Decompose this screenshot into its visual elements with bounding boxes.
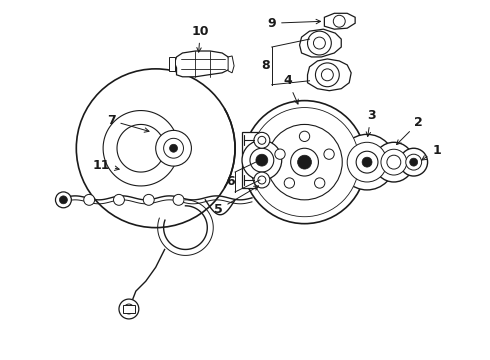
Circle shape — [258, 136, 266, 144]
Circle shape — [314, 37, 325, 49]
Circle shape — [258, 176, 266, 184]
Circle shape — [173, 194, 184, 205]
Text: 9: 9 — [268, 17, 320, 30]
Circle shape — [243, 100, 366, 224]
Text: 3: 3 — [366, 109, 375, 136]
Circle shape — [324, 149, 334, 159]
Circle shape — [381, 149, 407, 175]
Text: 11: 11 — [93, 159, 119, 172]
Circle shape — [284, 178, 294, 188]
Circle shape — [242, 140, 282, 180]
Circle shape — [374, 142, 414, 182]
Circle shape — [254, 132, 270, 148]
Text: 8: 8 — [262, 59, 270, 72]
Text: 6: 6 — [226, 175, 235, 189]
Circle shape — [299, 131, 310, 141]
Text: 7: 7 — [107, 114, 149, 132]
Polygon shape — [324, 13, 355, 29]
Polygon shape — [228, 56, 234, 73]
Circle shape — [321, 69, 333, 81]
Circle shape — [362, 157, 372, 167]
Circle shape — [400, 148, 428, 176]
Polygon shape — [299, 29, 341, 57]
Circle shape — [55, 192, 72, 208]
Circle shape — [275, 149, 285, 159]
Text: 4: 4 — [283, 74, 298, 104]
Circle shape — [170, 144, 177, 152]
Circle shape — [254, 172, 270, 188]
Polygon shape — [123, 305, 135, 313]
Circle shape — [406, 154, 421, 170]
Circle shape — [333, 15, 345, 27]
Circle shape — [114, 194, 124, 205]
Circle shape — [164, 138, 183, 158]
Circle shape — [76, 69, 235, 228]
Text: 10: 10 — [192, 24, 209, 52]
Polygon shape — [169, 57, 174, 71]
Text: 1: 1 — [422, 144, 441, 160]
Circle shape — [156, 130, 192, 166]
Circle shape — [347, 142, 387, 182]
Circle shape — [297, 155, 312, 169]
Circle shape — [84, 194, 95, 205]
Polygon shape — [174, 51, 230, 77]
Polygon shape — [308, 59, 351, 91]
Circle shape — [291, 148, 318, 176]
Circle shape — [250, 108, 359, 217]
Circle shape — [143, 194, 154, 205]
Circle shape — [316, 63, 339, 87]
Circle shape — [267, 125, 342, 200]
Circle shape — [119, 299, 139, 319]
Text: 5: 5 — [214, 186, 259, 216]
Circle shape — [308, 31, 331, 55]
Circle shape — [356, 151, 378, 173]
Circle shape — [410, 158, 417, 166]
Circle shape — [315, 178, 325, 188]
Circle shape — [387, 155, 401, 169]
Circle shape — [256, 154, 268, 166]
Circle shape — [59, 196, 68, 204]
Circle shape — [339, 134, 395, 190]
Circle shape — [124, 304, 134, 314]
Text: 2: 2 — [396, 116, 423, 144]
Polygon shape — [242, 132, 282, 188]
Circle shape — [250, 148, 274, 172]
